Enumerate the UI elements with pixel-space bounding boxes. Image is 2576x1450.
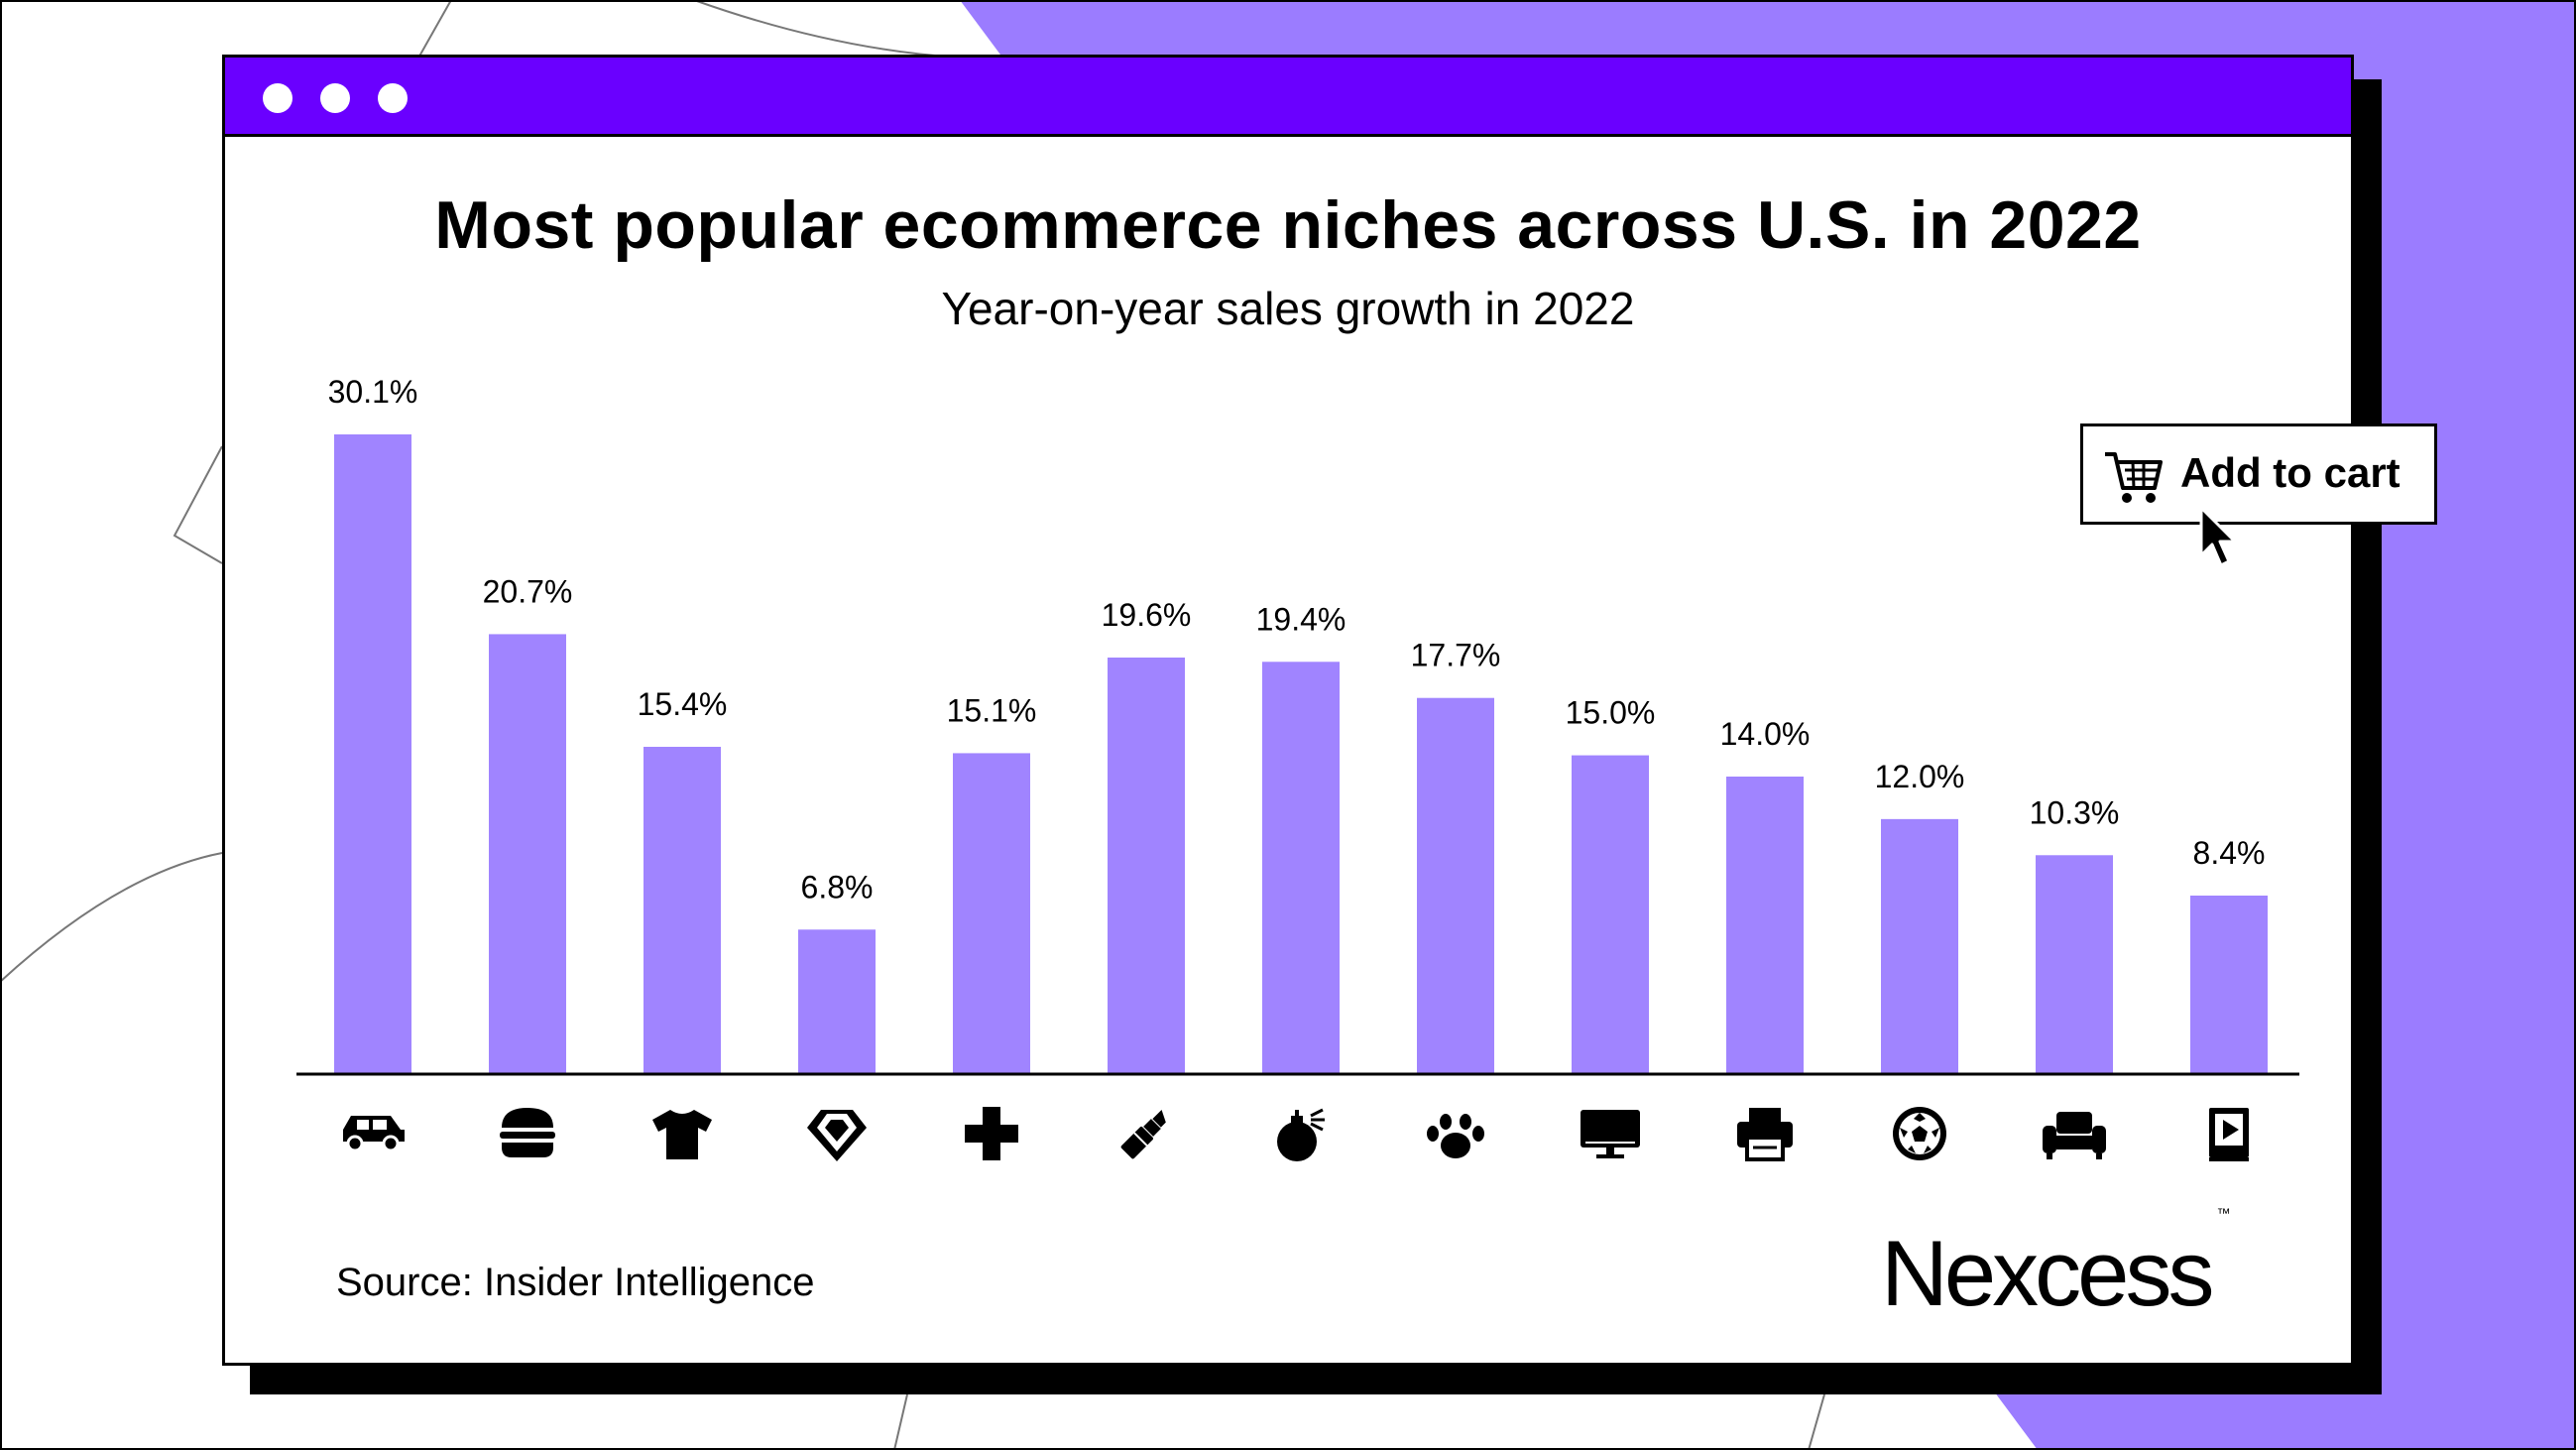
gem-icon <box>807 1110 867 1161</box>
bar-value-label: 8.4% <box>2193 835 2266 871</box>
bar-value-label: 6.8% <box>801 869 874 905</box>
window-dot-2[interactable] <box>320 83 350 113</box>
bar-armchair <box>2036 855 2113 1074</box>
paw-icon <box>1427 1114 1484 1158</box>
monitor-icon <box>1581 1110 1640 1158</box>
chart-title: Most popular ecommerce niches across U.S… <box>434 187 2142 263</box>
mouse-cursor-icon <box>2199 506 2237 567</box>
bar-value-label: 15.4% <box>638 686 728 722</box>
add-to-cart-button[interactable]: Add to cart <box>2080 423 2437 525</box>
bar-value-label: 15.1% <box>947 692 1037 728</box>
bar-monitor <box>1572 755 1649 1074</box>
logo-trademark: ™ <box>2216 1204 2231 1221</box>
source-note: Source: Insider Intelligence <box>336 1261 815 1304</box>
bar-car <box>334 434 411 1074</box>
bar-lipstick <box>1108 658 1185 1074</box>
bar-value-label: 19.4% <box>1256 601 1347 637</box>
bar-printer <box>1726 777 1804 1074</box>
bar-value-label: 14.0% <box>1720 716 1811 752</box>
armchair-icon <box>2043 1112 2106 1159</box>
window-titlebar <box>225 58 2351 137</box>
window-dot-3[interactable] <box>378 83 408 113</box>
window-dot-1[interactable] <box>263 83 293 113</box>
bar-gem <box>798 929 876 1074</box>
soccer-ball-icon <box>1893 1107 1946 1160</box>
bar-value-label: 10.3% <box>2030 794 2120 830</box>
bar-paw <box>1417 697 1494 1074</box>
bar-media-book <box>2190 896 2268 1074</box>
perfume-icon <box>1277 1108 1325 1161</box>
chart-subtitle: Year-on-year sales growth in 2022 <box>941 283 1635 334</box>
bar-value-label: 19.6% <box>1102 597 1192 633</box>
bar-value-label: 15.0% <box>1566 695 1656 731</box>
printer-icon <box>1737 1108 1793 1161</box>
bar-perfume <box>1262 662 1340 1074</box>
cart-icon <box>2105 452 2163 503</box>
bar-value-label: 17.7% <box>1411 638 1501 673</box>
tshirt-icon <box>652 1110 712 1159</box>
medical-cross-icon <box>965 1107 1018 1160</box>
bar-chart: 30.1% 20.7% 15.4% 6.8% 15.1% 19.6% 19.4% 17.7% 1… <box>296 374 2299 1161</box>
car-icon <box>343 1116 405 1152</box>
bar-burger <box>489 634 566 1074</box>
lipstick-icon <box>1120 1109 1166 1159</box>
bar-value-label: 20.7% <box>483 573 573 609</box>
value-labels: 30.1% 20.7% 15.4% 6.8% 15.1% 19.6% 19.4% 17.7% 1… <box>328 374 2266 905</box>
bar-value-label: 30.1% <box>328 374 418 410</box>
browser-window: Most popular ecommerce niches across U.S… <box>222 55 2354 1366</box>
media-book-icon <box>2209 1108 2249 1161</box>
add-to-cart-label: Add to cart <box>2180 449 2400 496</box>
bar-medical-cross <box>953 753 1030 1074</box>
nexcess-logo: Nexcess™ <box>1881 1205 2230 1327</box>
bar-tshirt <box>644 747 721 1074</box>
logo-text: Nexcess <box>1881 1221 2214 1325</box>
burger-icon <box>500 1108 555 1157</box>
bars <box>334 434 2268 1074</box>
bar-value-label: 12.0% <box>1875 759 1965 794</box>
category-icons <box>343 1107 2249 1161</box>
bar-soccer-ball <box>1881 818 1958 1074</box>
